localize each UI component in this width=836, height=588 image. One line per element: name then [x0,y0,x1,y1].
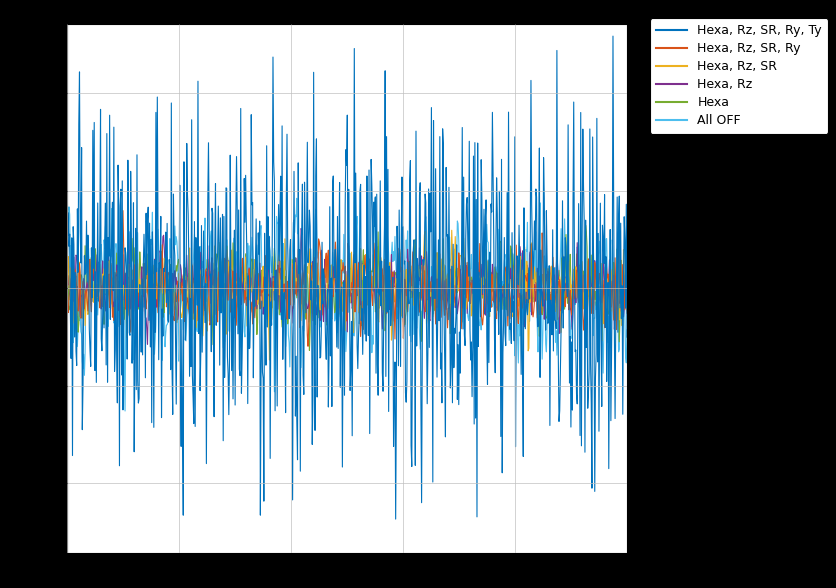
Hexa, Rz, SR [96,288,106,295]
Hexa, Rz, SR, Ry, Ty [62,60,72,67]
Hexa, Rz, SR [62,296,72,303]
Line: Hexa: Hexa [67,225,627,350]
Hexa [96,291,106,298]
Hexa, Rz [296,225,306,232]
Hexa, Rz, SR [488,285,498,292]
All OFF [546,323,556,330]
Hexa, Rz, SR, Ry [420,308,430,315]
Hexa, Rz [62,299,72,306]
Line: Hexa, Rz, SR: Hexa, Rz, SR [67,230,627,360]
Line: Hexa, Rz, SR, Ry, Ty: Hexa, Rz, SR, Ry, Ty [67,36,627,519]
Hexa, Rz, SR, Ry, Ty [545,422,555,429]
All OFF [120,407,130,415]
All OFF [370,195,380,202]
Hexa [545,303,555,310]
Legend: Hexa, Rz, SR, Ry, Ty, Hexa, Rz, SR, Ry, Hexa, Rz, SR, Hexa, Rz, Hexa, All OFF: Hexa, Rz, SR, Ry, Ty, Hexa, Rz, SR, Ry, … [650,18,828,133]
Hexa, Rz, SR, Ry [546,295,556,302]
Hexa, Rz, SR, Ry [403,295,413,302]
Hexa [420,268,430,275]
All OFF [420,220,430,227]
Line: Hexa, Rz: Hexa, Rz [67,229,627,344]
All OFF [488,300,498,307]
Hexa, Rz, SR [420,231,430,238]
Hexa, Rz [622,301,632,308]
Hexa, Rz, SR, Ry [62,295,72,302]
Hexa, Rz, SR, Ry, Ty [487,109,497,116]
Hexa, Rz, SR, Ry, Ty [420,255,430,262]
Hexa, Rz, SR [403,306,413,313]
All OFF [96,241,106,248]
Hexa [487,285,497,292]
Hexa, Rz, SR [446,227,456,234]
All OFF [389,248,399,255]
Hexa, Rz [142,340,152,348]
Hexa, Rz, SR, Ry, Ty [96,335,106,342]
Hexa, Rz, SR, Ry [303,343,313,350]
Hexa, Rz, SR [622,307,632,314]
Hexa, Rz, SR [388,312,398,319]
Hexa, Rz, SR, Ry [488,297,498,304]
Hexa [304,347,314,354]
Hexa, Rz [420,301,430,308]
Hexa, Rz, SR, Ry [622,310,632,317]
Hexa [403,285,413,292]
All OFF [622,326,632,333]
Hexa, Rz, SR, Ry, Ty [622,333,632,340]
Hexa [622,302,632,309]
Hexa, Rz, SR, Ry, Ty [403,259,413,266]
Hexa, Rz [96,306,106,313]
All OFF [62,284,72,291]
Hexa, Rz, SR, Ry [389,288,399,295]
Hexa, Rz, SR, Ry, Ty [387,285,397,292]
Hexa, Rz, SR, Ry [96,283,106,290]
Hexa, Rz, SR [546,275,556,282]
Hexa, Rz [403,258,413,265]
Hexa, Rz [488,269,498,276]
Hexa [388,275,398,282]
Hexa, Rz, SR, Ry, Ty [390,516,400,523]
Hexa [581,222,591,229]
Hexa, Rz, SR, Ry [118,207,128,214]
Hexa, Rz, SR, Ry, Ty [608,32,618,39]
Line: All OFF: All OFF [67,198,627,411]
Hexa, Rz [389,277,399,284]
All OFF [403,295,413,302]
Line: Hexa, Rz, SR, Ry: Hexa, Rz, SR, Ry [67,211,627,346]
Hexa, Rz, SR [264,356,274,363]
Hexa, Rz [546,276,556,283]
Hexa [62,291,72,298]
